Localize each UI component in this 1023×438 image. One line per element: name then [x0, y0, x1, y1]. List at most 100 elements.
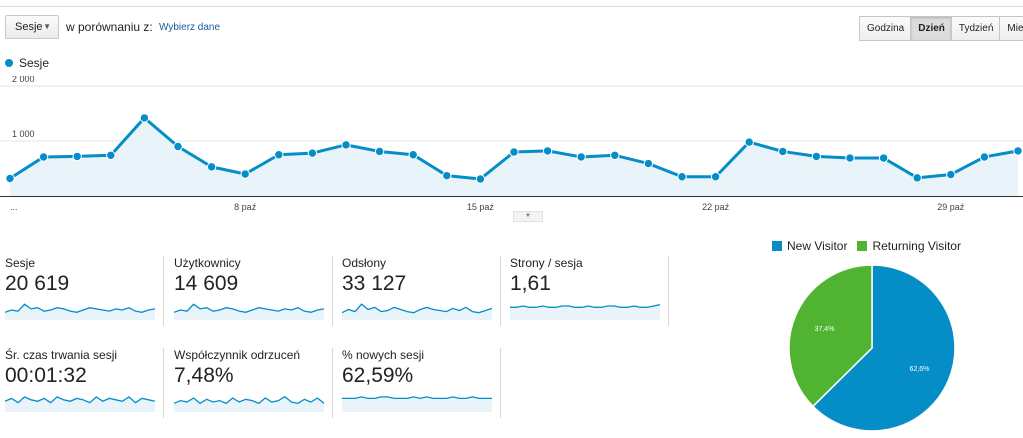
- period-day-button[interactable]: Dzień: [910, 16, 952, 41]
- data-point[interactable]: [206, 162, 217, 172]
- data-point[interactable]: [106, 150, 116, 161]
- metric-label: Śr. czas trwania sesji: [5, 348, 118, 362]
- y-tick-label: 2 000: [12, 76, 35, 84]
- metric-tile-users[interactable]: Użytkownicy 14 609: [174, 256, 333, 326]
- data-point[interactable]: [677, 172, 687, 182]
- visitor-type-pie-chart: 62,6% 37,4%: [788, 264, 956, 432]
- data-point[interactable]: [576, 152, 586, 162]
- sparkline: [510, 304, 660, 320]
- pie-slice-label: 62,6%: [910, 366, 930, 373]
- sparkline-area: [174, 304, 324, 320]
- metric-value: 1,61: [510, 272, 551, 295]
- pie-legend-label: New Visitor: [787, 239, 848, 253]
- y-tick-label: 1 000: [12, 129, 35, 139]
- pie-legend-item-new[interactable]: New Visitor: [772, 239, 847, 253]
- metric-value: 7,48%: [174, 364, 234, 387]
- chart-legend: Sesje: [5, 56, 49, 70]
- data-point[interactable]: [5, 173, 15, 184]
- pie-slice-label: 37,4%: [815, 326, 835, 333]
- compare-select-link[interactable]: Wybierz dane: [159, 22, 221, 33]
- metric-label: % nowych sesji: [342, 348, 425, 362]
- data-point[interactable]: [374, 146, 385, 157]
- sparkline: [5, 303, 155, 320]
- sparkline-line: [174, 303, 324, 313]
- metric-value: 14 609: [174, 272, 239, 295]
- series-dot-icon: [5, 59, 13, 67]
- sparkline-area: [510, 304, 660, 320]
- data-point[interactable]: [946, 169, 956, 180]
- data-point[interactable]: [240, 169, 250, 179]
- data-point[interactable]: [341, 140, 351, 150]
- data-point[interactable]: [878, 153, 889, 163]
- pie-slice[interactable]: [788, 264, 873, 408]
- legend-swatch-icon: [857, 241, 868, 251]
- data-point[interactable]: [744, 137, 754, 147]
- x-tick-label: ...: [10, 202, 18, 212]
- legend-series-label: Sesje: [19, 56, 50, 70]
- data-point[interactable]: [38, 152, 49, 162]
- metric-label: Strony / sesja: [510, 256, 583, 270]
- data-point[interactable]: [643, 158, 654, 169]
- data-point[interactable]: [542, 146, 553, 156]
- x-tick-label: 15 paź: [467, 202, 495, 212]
- metric-label: Sesje: [5, 256, 36, 270]
- sparkline: [174, 303, 324, 320]
- pie-legend: New Visitor Returning Visitor: [772, 239, 971, 253]
- period-week-button[interactable]: Tydzień: [950, 16, 1001, 41]
- data-point[interactable]: [710, 172, 721, 182]
- data-point[interactable]: [274, 150, 284, 160]
- data-point[interactable]: [173, 141, 183, 152]
- data-point[interactable]: [811, 151, 822, 162]
- pie-legend-label: Returning Visitor: [872, 239, 961, 253]
- metric-tile-bounce-rate[interactable]: Współczynnik odrzuceń 7,48%: [174, 348, 333, 418]
- pie-legend-item-returning[interactable]: Returning Visitor: [857, 239, 961, 253]
- data-point[interactable]: [509, 147, 519, 157]
- sparkline: [342, 303, 492, 320]
- data-point[interactable]: [139, 113, 150, 123]
- metric-tile-pages-per-session[interactable]: Strony / sesja 1,61: [510, 256, 669, 326]
- pie-slice[interactable]: [811, 264, 956, 432]
- data-point[interactable]: [845, 153, 855, 163]
- period-month-button[interactable]: Miesi: [999, 16, 1023, 41]
- sparkline-line: [342, 303, 492, 314]
- metric-tile-pageviews[interactable]: Odsłony 33 127: [342, 256, 501, 326]
- data-point[interactable]: [408, 150, 418, 160]
- metric-tile-sessions[interactable]: Sesje 20 619: [5, 256, 164, 326]
- data-point[interactable]: [912, 173, 922, 183]
- data-point[interactable]: [1013, 146, 1023, 156]
- metric-label: Współczynnik odrzuceń: [174, 348, 301, 362]
- sparkline-area: [174, 396, 324, 412]
- sparkline: [174, 395, 324, 412]
- sparkline-line: [5, 396, 155, 404]
- metric-value: 33 127: [342, 272, 407, 295]
- chart-resize-handle[interactable]: ▼: [513, 211, 543, 222]
- data-point[interactable]: [778, 146, 788, 157]
- sparkline-line: [342, 396, 492, 400]
- metric-select-label: Sesje: [15, 21, 43, 33]
- data-point[interactable]: [72, 151, 82, 162]
- sessions-line-chart: 1 000 2 000... 8 paź 15 paź 22 paź 29 paź: [0, 76, 1023, 212]
- metric-label: Odsłony: [342, 256, 387, 270]
- sparkline-line: [510, 304, 660, 308]
- sparkline-line: [5, 303, 155, 313]
- period-toggle-group: Godzina Dzień Tydzień Miesi: [859, 16, 1023, 41]
- period-hour-button[interactable]: Godzina: [859, 16, 912, 41]
- x-tick-label: 8 paź: [234, 202, 257, 212]
- metric-tile-new-sessions[interactable]: % nowych sesji 62,59%: [342, 348, 501, 418]
- metric-value: 20 619: [5, 272, 70, 295]
- data-point[interactable]: [475, 174, 486, 184]
- legend-swatch-icon: [772, 241, 782, 251]
- data-point[interactable]: [610, 150, 620, 161]
- top-divider: [0, 6, 1023, 7]
- sparkline-area: [5, 304, 155, 320]
- metric-select[interactable]: Sesje ▼: [5, 15, 59, 39]
- data-point[interactable]: [979, 152, 990, 162]
- sparkline: [342, 396, 492, 412]
- data-point[interactable]: [442, 170, 452, 181]
- metric-tile-avg-session-duration[interactable]: Śr. czas trwania sesji 00:01:32: [5, 348, 164, 418]
- metric-label: Użytkownicy: [174, 256, 241, 270]
- sparkline-area: [342, 304, 492, 320]
- sparkline-area: [342, 396, 492, 412]
- compare-label: w porównaniu z:: [66, 20, 153, 34]
- data-point[interactable]: [307, 148, 318, 158]
